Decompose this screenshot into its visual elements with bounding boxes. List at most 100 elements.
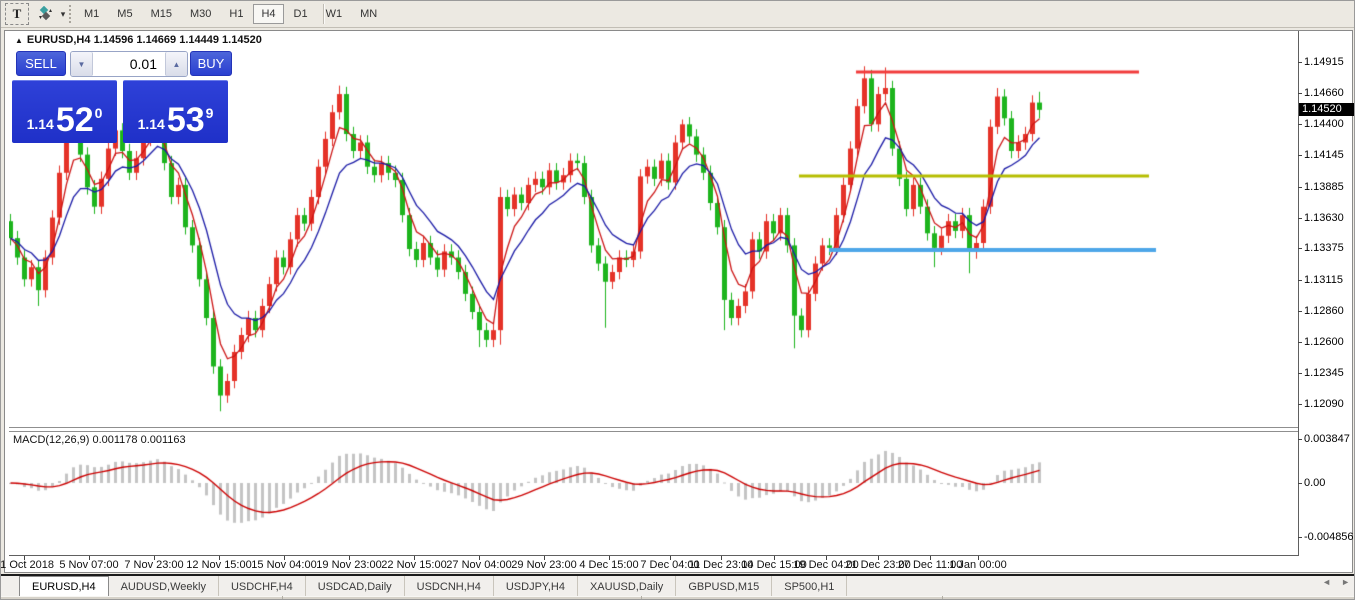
time-axis-label: 15 Nov 04:00: [251, 559, 317, 571]
collapse-triangle-icon[interactable]: ▲: [15, 36, 23, 45]
price-axis-tick: [1298, 155, 1302, 157]
one-click-trade-panel: SELL ▼ 0.01 ▲ BUY 1.14 52 0 1.14 53 9: [12, 49, 234, 145]
arrows-dropdown-caret[interactable]: ▾: [60, 8, 66, 19]
timeframe-button-M5[interactable]: M5: [117, 8, 133, 20]
timeframe-button-MN[interactable]: MN: [360, 8, 378, 20]
chart-tab-USDJPY-H4[interactable]: USDJPY,H4: [494, 576, 578, 596]
pane-separator[interactable]: [9, 427, 1298, 428]
status-separator: [282, 596, 283, 599]
macd-axis-label: -0.004856: [1304, 531, 1354, 543]
timeframe-button-M1[interactable]: M1: [84, 8, 100, 20]
pane-separator[interactable]: [9, 431, 1298, 432]
time-axis-tick: [414, 556, 415, 560]
time-axis-tick: [978, 556, 979, 560]
tab-scroll-left-icon[interactable]: ◄: [1322, 577, 1332, 587]
chart-tab-XAUUSD-Daily[interactable]: XAUUSD,Daily: [578, 576, 677, 596]
price-axis-label: 1.13630: [1304, 211, 1344, 224]
buy-pips: 53: [166, 101, 205, 139]
chart-tab-USDCNH-H4[interactable]: USDCNH,H4: [405, 576, 494, 596]
timeframe-row: M1 M5 M15 M30 H1 H4 D1 W1 MN: [75, 3, 386, 25]
macd-axis-tick: [1298, 537, 1302, 538]
time-axis-tick: [349, 556, 350, 560]
price-axis-tick: [1298, 279, 1302, 281]
time-axis-tick: [930, 556, 931, 560]
buy-button[interactable]: BUY: [190, 51, 232, 76]
toolbar-separator: [323, 4, 325, 24]
status-strip: [1, 596, 1354, 599]
macd-indicator-label: MACD(12,26,9) 0.001178 0.001163: [13, 434, 186, 446]
buy-price-display[interactable]: 1.14 53 9: [123, 80, 228, 143]
macd-chart-canvas[interactable]: [9, 432, 1298, 555]
macd-axis-label: 0.003847: [1304, 433, 1350, 445]
chart-tab-bar: EURUSD,H4 AUDUSD,Weekly USDCHF,H4 USDCAD,Da…: [1, 576, 1354, 596]
sell-button[interactable]: SELL: [16, 51, 66, 76]
price-axis-label: 1.13885: [1304, 180, 1344, 193]
ohlc-low: 1.14449: [179, 34, 219, 46]
time-axis-tick: [154, 556, 155, 560]
time-axis-tick: [721, 556, 722, 560]
time-axis-tick: [219, 556, 220, 560]
toolbar-grip[interactable]: [69, 5, 72, 23]
chart-tab-AUDUSD-Weekly[interactable]: AUDUSD,Weekly: [109, 576, 219, 596]
timeframe-button-H4[interactable]: H4: [253, 4, 284, 24]
macd-axis-tick: [1298, 483, 1302, 484]
price-axis-tick: [1298, 373, 1302, 375]
time-axis-label: 22 Nov 15:00: [381, 559, 447, 571]
time-axis-label: 12 Nov 15:00: [186, 559, 252, 571]
time-axis-label: 31 Oct 2018: [0, 559, 54, 571]
macd-axis-label: 0.00: [1304, 477, 1326, 489]
status-separator: [641, 596, 642, 599]
price-axis-label: 1.12600: [1304, 336, 1344, 349]
price-axis-label: 1.14915: [1304, 56, 1344, 68]
chart-title: ▲ EURUSD,H4 1.14596 1.14669 1.14449 1.145…: [15, 34, 262, 46]
price-axis-tick: [1298, 342, 1302, 344]
tab-scroll-right-icon[interactable]: ►: [1341, 577, 1350, 587]
chart-tab-SP500-H1[interactable]: SP500,H1: [772, 576, 848, 596]
toolbar: T ▾ M1 M5 M15 M30 H1 H4 D1 W1 MN: [1, 1, 1354, 28]
timeframe-button-M30[interactable]: M30: [189, 8, 212, 20]
status-separator: [942, 596, 943, 599]
time-axis-tick: [670, 556, 671, 560]
time-axis-tick: [24, 556, 25, 560]
text-tool-button[interactable]: T: [5, 3, 29, 25]
time-axis-tick: [479, 556, 480, 560]
time-axis-tick: [89, 556, 90, 560]
time-axis-label: 5 Nov 07:00: [59, 559, 119, 571]
time-axis-label: 27 Nov 04:00: [446, 559, 512, 571]
time-axis-label: 14 Dec 15:00: [741, 559, 807, 571]
timeframe-button-W1[interactable]: W1: [325, 8, 343, 20]
chart-tab-USDCHF-H4[interactable]: USDCHF,H4: [219, 576, 306, 596]
price-axis-tick: [1298, 186, 1302, 188]
volume-box: ▼ 0.01 ▲: [70, 51, 188, 77]
ohlc-open: 1.14596: [93, 34, 134, 46]
time-axis-label: 11 Dec 23:00: [688, 559, 754, 571]
time-axis-line: [9, 555, 1298, 556]
volume-down-button[interactable]: ▼: [71, 52, 93, 76]
time-axis-tick: [284, 556, 285, 560]
time-axis-label: 7 Nov 23:00: [124, 559, 184, 571]
volume-input[interactable]: 0.01: [129, 56, 157, 72]
sell-pipette: 0: [94, 105, 103, 121]
time-axis-tick: [609, 556, 610, 560]
time-axis-label: 4 Dec 15:00: [579, 559, 639, 571]
price-axis-label: 1.13375: [1304, 242, 1344, 255]
price-axis-label: 1.14145: [1304, 149, 1344, 162]
ohlc-high: 1.14669: [136, 34, 177, 46]
chart-tab-GBPUSD-M15[interactable]: GBPUSD,M15: [676, 576, 773, 596]
price-axis-tick: [1298, 217, 1302, 219]
sell-price-display[interactable]: 1.14 52 0: [12, 80, 117, 143]
chart-window: ▲ EURUSD,H4 1.14596 1.14669 1.14449 1.145…: [1, 30, 1354, 573]
tab-bar-divider: [1, 574, 1354, 576]
timeframe-button-M15[interactable]: M15: [150, 8, 172, 20]
time-axis-label: 29 Nov 23:00: [511, 559, 577, 571]
chart-tab-EURUSD-H4[interactable]: EURUSD,H4: [19, 576, 109, 596]
arrow-objects-icon[interactable]: [33, 3, 57, 25]
price-axis-label: 1.12090: [1304, 398, 1344, 410]
time-axis-label: 1 Jan 00:00: [949, 559, 1007, 571]
time-axis-tick: [544, 556, 545, 560]
timeframe-button-D1[interactable]: D1: [293, 8, 308, 20]
volume-up-button[interactable]: ▲: [165, 52, 187, 76]
chart-tab-USDCAD-Daily[interactable]: USDCAD,Daily: [306, 576, 405, 596]
timeframe-button-H1[interactable]: H1: [229, 8, 244, 20]
current-price-tag: 1.14520: [1299, 102, 1354, 116]
